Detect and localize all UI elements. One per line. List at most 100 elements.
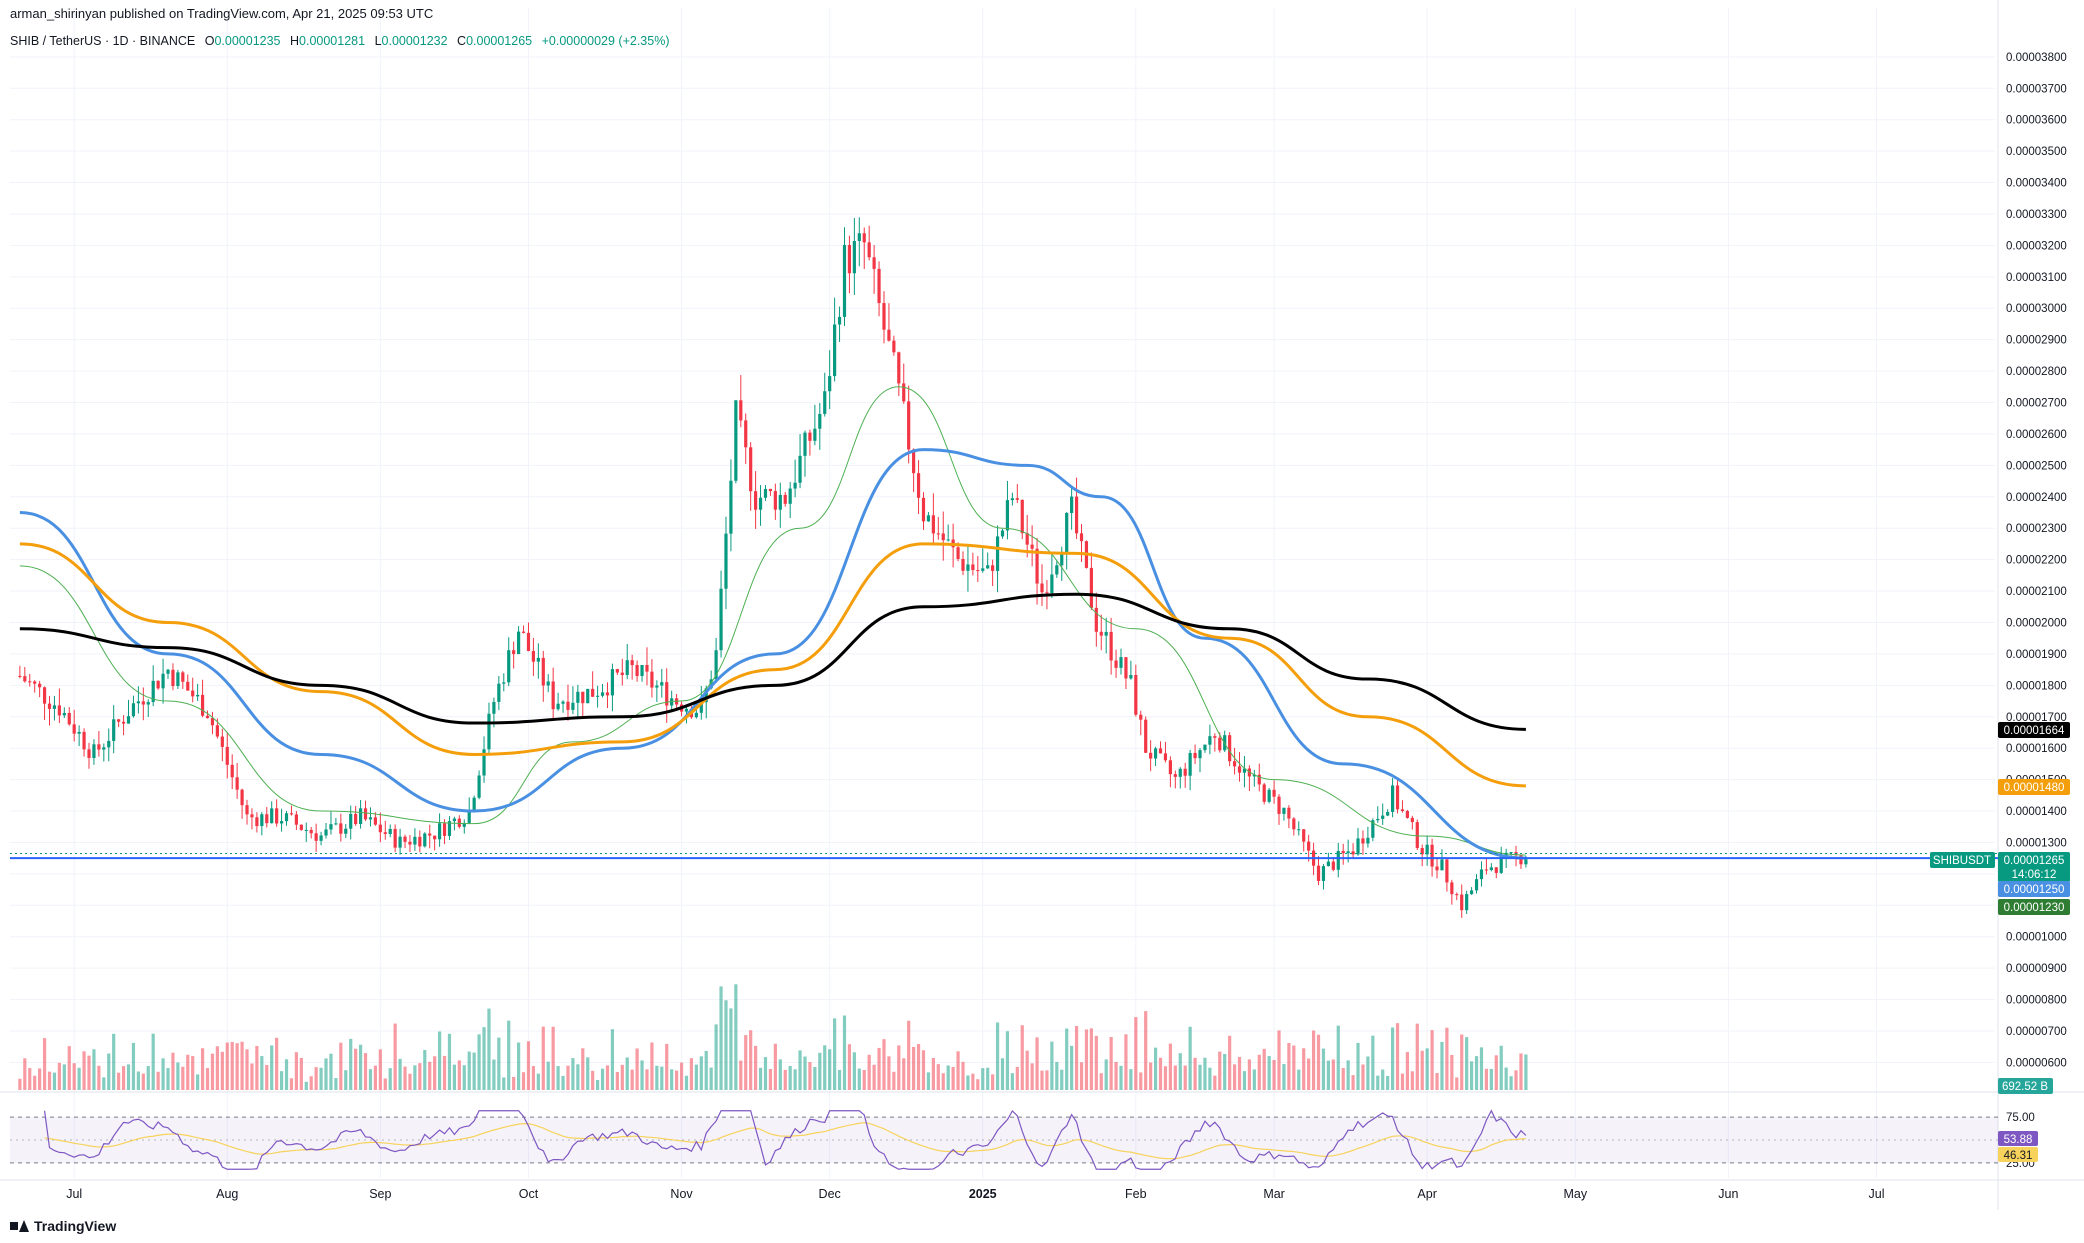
volume-bar	[368, 1069, 373, 1090]
candle-body	[739, 400, 743, 421]
x-tick-label: 2025	[969, 1187, 997, 1201]
candle-body	[38, 683, 42, 688]
candle-body	[240, 789, 244, 806]
x-tick-label: Nov	[670, 1187, 693, 1201]
candle-body	[1015, 498, 1019, 500]
candle-body	[610, 669, 615, 696]
volume-bar	[1208, 1067, 1212, 1090]
volume-bar	[196, 1074, 200, 1090]
candle-body	[314, 833, 318, 841]
volume-bar	[916, 1043, 921, 1090]
candle-body	[546, 681, 550, 686]
price-label-box	[1998, 899, 2070, 915]
volume-bar	[1331, 1059, 1335, 1090]
candle-body	[442, 823, 447, 836]
price-label-text: 0.00001250	[2004, 884, 2065, 896]
volume-bar	[191, 1056, 195, 1090]
volume-bar	[512, 1076, 516, 1090]
candle-body	[1025, 533, 1029, 545]
volume-bar	[566, 1065, 570, 1090]
volume-bar	[813, 1067, 817, 1090]
candle-body	[1316, 865, 1321, 881]
candle-body	[383, 832, 387, 834]
volume-bar	[1010, 1073, 1014, 1090]
volume-bar	[936, 1064, 940, 1090]
volume-bar	[72, 1063, 76, 1090]
volume-bar	[1390, 1027, 1395, 1090]
candle-body	[433, 835, 437, 840]
volume-bar	[635, 1048, 639, 1090]
volume-bar	[344, 1070, 348, 1090]
candle-body	[1129, 674, 1133, 679]
candle-body	[897, 352, 901, 384]
candle-body	[862, 233, 866, 243]
candle-body	[1050, 574, 1054, 593]
volume-bar	[1519, 1053, 1523, 1090]
volume-bar	[1144, 1011, 1148, 1090]
volume-bar	[783, 1069, 787, 1090]
volume-bar	[1504, 1067, 1508, 1090]
volume-bar	[230, 1041, 234, 1090]
candle-body	[803, 432, 807, 456]
volume-bar	[428, 1061, 432, 1090]
volume-bar	[1277, 1030, 1281, 1090]
candle-body	[1208, 736, 1212, 745]
volume-bar	[837, 1070, 842, 1090]
volume-bar	[689, 1058, 694, 1090]
candle-body	[289, 813, 294, 815]
volume-bar	[1489, 1068, 1493, 1090]
candle-body	[684, 708, 689, 712]
volume-bar	[1430, 1030, 1434, 1090]
volume-bar	[660, 1066, 664, 1090]
volume-bar	[1223, 1053, 1227, 1090]
volume-bar	[670, 1069, 674, 1090]
candle-body	[798, 455, 802, 483]
volume-bar	[423, 1049, 427, 1090]
volume-bar	[383, 1078, 387, 1090]
volume-bar	[1395, 1023, 1400, 1090]
y-tick-label: 0.00000900	[2006, 963, 2067, 975]
volume-bar	[1030, 1063, 1034, 1090]
volume-bar	[808, 1062, 812, 1090]
candle-body	[1242, 768, 1247, 773]
volume-bar	[418, 1063, 422, 1090]
volume-bar	[482, 1027, 486, 1090]
volume-bar	[141, 1073, 145, 1090]
candle-body	[1331, 861, 1335, 870]
volume-bar	[309, 1076, 313, 1090]
candle-body	[408, 841, 412, 845]
tradingview-logo[interactable]: TradingView	[10, 1218, 116, 1234]
candle-body	[926, 515, 931, 522]
candle-body	[1010, 498, 1014, 501]
x-tick-label: Feb	[1125, 1187, 1147, 1201]
candle-body	[467, 810, 471, 823]
volume-bar	[694, 1064, 698, 1090]
candle-body	[571, 702, 575, 710]
volume-bar	[1218, 1051, 1222, 1090]
volume-bar	[1311, 1030, 1316, 1090]
price-label-text: 0.00001480	[2004, 782, 2065, 794]
candle-body	[1474, 879, 1479, 891]
candle-body	[956, 547, 960, 559]
candle-body	[403, 836, 407, 842]
candle-body	[1361, 838, 1365, 844]
volume-bar	[433, 1056, 437, 1090]
y-tick-label: 0.00001600	[2006, 743, 2067, 755]
volume-bar	[714, 1024, 718, 1090]
candle-body	[210, 718, 215, 726]
candle-body	[941, 533, 945, 541]
volume-bar	[1287, 1043, 1291, 1090]
volume-bar	[92, 1049, 96, 1090]
volume-bar	[497, 1037, 501, 1090]
volume-bar	[1119, 1065, 1123, 1090]
volume-bar	[265, 1064, 269, 1090]
volume-bar	[220, 1051, 224, 1090]
volume-bar	[857, 1068, 861, 1090]
candle-body	[976, 570, 980, 572]
candle-body	[749, 447, 753, 492]
volume-bar	[1474, 1056, 1479, 1090]
candle-body	[946, 539, 950, 541]
symbol-label[interactable]: SHIB / TetherUS · 1D · BINANCE	[10, 34, 196, 48]
volume-bar	[270, 1045, 274, 1090]
